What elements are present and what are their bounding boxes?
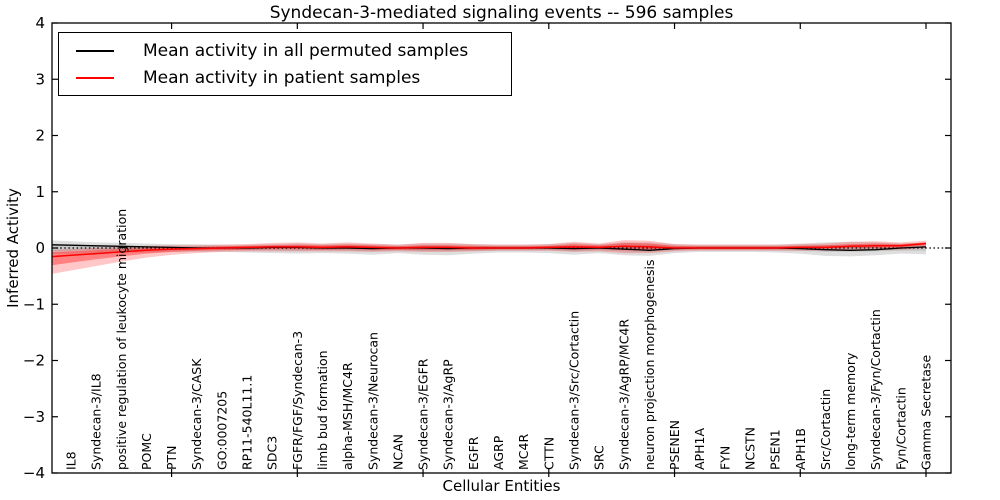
category-label: positive regulation of leukocyte migrati… (114, 209, 129, 470)
category-label: Syndecan-3/Neurocan (365, 332, 380, 470)
category-label: Syndecan-3/EGFR (416, 358, 431, 470)
category-label: NCAN (390, 434, 405, 470)
category-label: Fyn/Cortactin (893, 387, 908, 470)
category-label: neuron projection morphogenesis (642, 259, 657, 470)
y-tick-label: −3 (23, 408, 45, 426)
category-label: alpha-MSH/MC4R (340, 362, 355, 470)
x-axis-label: Cellular Entities (442, 477, 561, 495)
category-label: PSEN1 (768, 429, 783, 470)
category-label: Syndecan-3/AgRP (441, 359, 456, 470)
y-tick-label: 3 (35, 70, 45, 88)
y-tick-label: −1 (23, 295, 45, 313)
patient-mean-line (51, 242, 927, 258)
patient-line-swatch (76, 76, 114, 79)
y-tick-label: 4 (35, 14, 45, 32)
category-label: CTTN (541, 437, 556, 470)
legend: Mean activity in all permuted samples Me… (58, 32, 512, 96)
category-label: FGFR/FGF/Syndecan-3 (290, 331, 305, 470)
y-tick-label: 0 (35, 239, 45, 257)
y-axis-label: Inferred Activity (4, 188, 22, 308)
legend-entry-permuted: Mean activity in all permuted samples (59, 38, 511, 64)
category-label: RP11-540L11.1 (240, 375, 255, 470)
category-label: APH1A (692, 428, 707, 470)
category-label: Src/Cortactin (818, 389, 833, 470)
category-label: Gamma Secretase (918, 355, 933, 470)
y-tick-label: 2 (35, 127, 45, 145)
category-label: APH1B (793, 428, 808, 470)
category-label: SRC (592, 445, 607, 470)
y-tick-label: −4 (23, 464, 45, 482)
category-label: GO:0007205 (214, 391, 229, 470)
category-label: PSENEN (667, 420, 682, 470)
category-label: Syndecan-3/IL8 (89, 373, 104, 470)
y-tick-label: 1 (35, 183, 45, 201)
category-label: limb bud formation (315, 350, 330, 470)
legend-entry-patient: Mean activity in patient samples (59, 65, 511, 91)
category-label: NCSTN (742, 427, 757, 470)
permuted-line-swatch (76, 49, 114, 52)
y-tick-label: −2 (23, 352, 45, 370)
category-label: PTN (164, 445, 179, 470)
category-label: SDC3 (265, 436, 280, 470)
category-label: POMC (139, 433, 154, 470)
chart-title: Syndecan-3-mediated signaling events -- … (269, 3, 734, 23)
category-label: MC4R (516, 434, 531, 470)
category-label: Syndecan-3/CASK (189, 358, 204, 470)
category-label: long-term memory (843, 352, 858, 470)
category-label: AGRP (491, 435, 506, 470)
category-label: IL8 (64, 451, 79, 470)
category-label: EGFR (466, 436, 481, 470)
category-label: FYN (717, 446, 732, 470)
category-label: Syndecan-3/Fyn/Cortactin (868, 309, 883, 470)
legend-label-permuted: Mean activity in all permuted samples (143, 40, 469, 61)
category-label: Syndecan-3/Src/Cortactin (566, 311, 581, 470)
legend-label-patient: Mean activity in patient samples (143, 67, 421, 88)
category-label: Syndecan-3/AgRP/MC4R (617, 319, 632, 470)
